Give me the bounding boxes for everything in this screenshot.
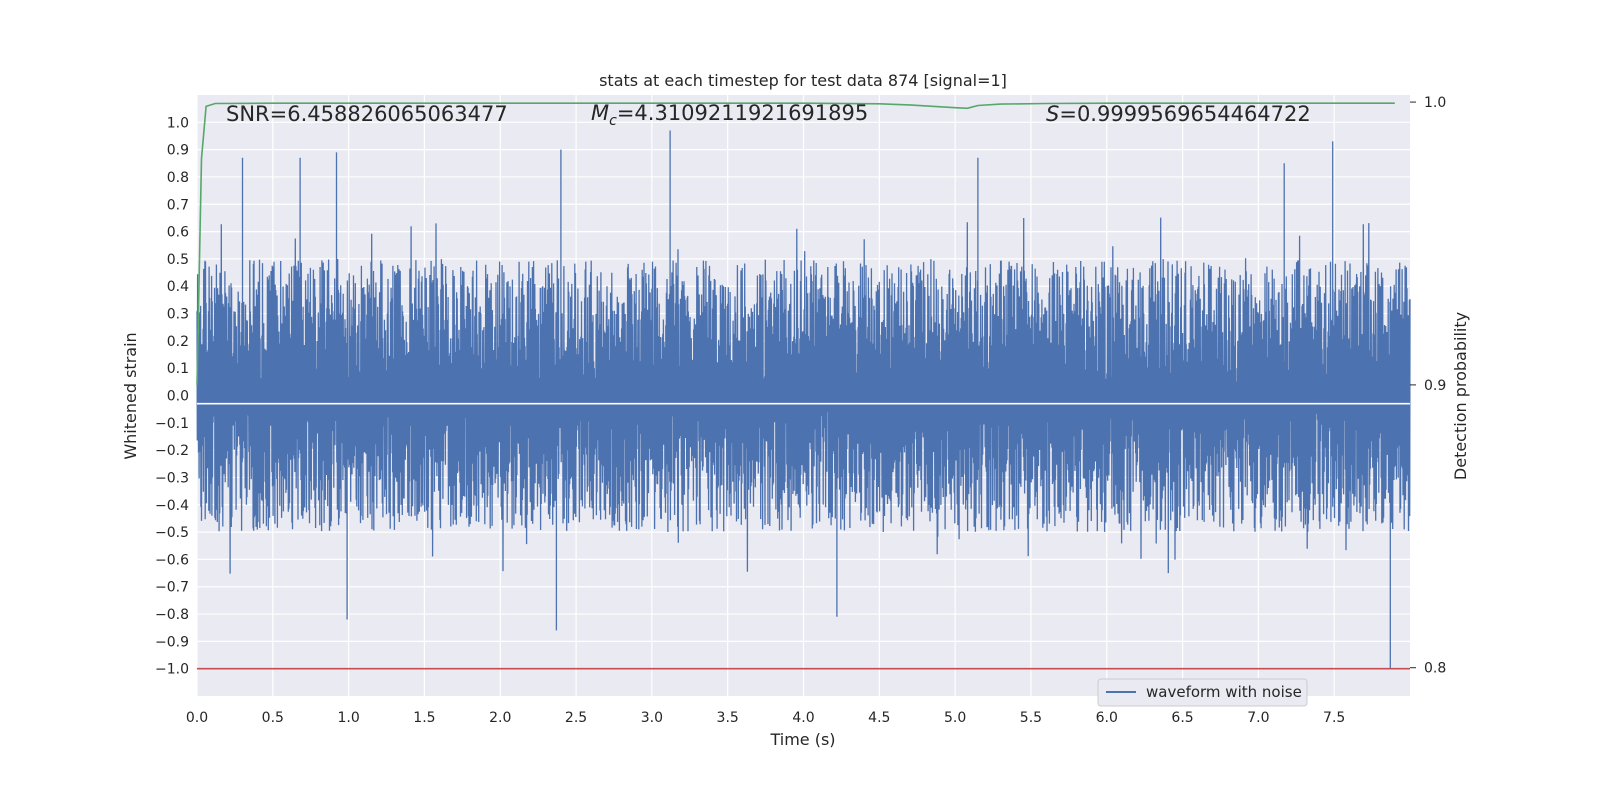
score-annotation: S=0.9999569654464722 (1046, 102, 1311, 126)
y-tick-label: 0.6 (167, 225, 189, 241)
y-tick-label: −0.2 (155, 443, 189, 459)
x-tick-label: 1.0 (337, 710, 359, 726)
x-axis-ticks: 0.0 0.5 1.0 1.5 2.0 2.5 3.0 3.5 4.0 4.5 5.0 5.5 6.0 6… (186, 710, 1345, 726)
y-axis-label: Whitened strain (121, 332, 140, 459)
x-tick-label: 3.5 (717, 710, 739, 726)
y2-tick-label: 1.0 (1424, 95, 1446, 111)
series-detection-probability (196, 102, 1395, 385)
y-tick-label: −0.7 (155, 580, 189, 596)
y-tick-label: 0.3 (167, 307, 189, 323)
chirp-mass-value: =4.3109211921691895 (617, 101, 868, 125)
series-layer (196, 102, 1411, 670)
y-tick-label: 0.4 (167, 279, 189, 295)
y-tick-label: 0.2 (167, 334, 189, 350)
y-tick-label: −0.5 (155, 525, 189, 541)
y-tick-label: 0.7 (167, 197, 189, 213)
chirp-mass-annotation: Mc=4.3109211921691895 (591, 101, 868, 129)
x-tick-label: 7.5 (1323, 710, 1345, 726)
y2-tick-label: 0.8 (1424, 661, 1446, 677)
x-tick-label: 4.5 (868, 710, 890, 726)
y-tick-label: 0.8 (167, 170, 189, 186)
y-tick-label: −0.1 (155, 416, 189, 432)
y2-axis-label: Detection probability (1451, 312, 1470, 480)
y-tick-label: 0.0 (167, 389, 189, 405)
score-symbol: S (1046, 102, 1059, 126)
y-tick-label: 1.0 (167, 115, 189, 131)
x-tick-label: 6.0 (1096, 710, 1118, 726)
chart-title: stats at each timestep for test data 874… (599, 71, 1007, 90)
y-tick-label: −0.4 (155, 498, 189, 514)
y-axis-ticks: 1.0 0.9 0.8 0.7 0.6 0.5 0.4 0.3 0.2 0.1 0.0 −0.1 −0.… (155, 115, 189, 677)
x-tick-label: 5.0 (944, 710, 966, 726)
snr-annotation: SNR=6.458826065063477 (226, 102, 508, 126)
y-tick-label: 0.9 (167, 143, 189, 159)
x-tick-label: 2.5 (565, 710, 587, 726)
score-value: =0.9999569654464722 (1059, 102, 1310, 126)
legend-label: waveform with noise (1146, 683, 1302, 701)
x-tick-label: 0.5 (262, 710, 284, 726)
x-axis-label: Time (s) (769, 730, 835, 749)
x-tick-label: 4.0 (792, 710, 814, 726)
x-tick-label: 5.5 (1020, 710, 1042, 726)
y-tick-label: −0.3 (155, 470, 189, 486)
x-tick-label: 6.5 (1171, 710, 1193, 726)
y-tick-label: 0.1 (167, 361, 189, 377)
chirp-mass-symbol: M (591, 101, 609, 125)
legend: waveform with noise (1097, 678, 1308, 707)
legend-box (1097, 678, 1308, 707)
series-waveform-with-noise (196, 130, 1411, 669)
x-tick-label: 0.0 (186, 710, 208, 726)
x-tick-label: 2.0 (489, 710, 511, 726)
x-tick-label: 7.0 (1247, 710, 1269, 726)
y-tick-label: −0.6 (155, 552, 189, 568)
y2-axis-ticks: 1.0 0.9 0.8 (1410, 95, 1446, 677)
x-tick-label: 1.5 (413, 710, 435, 726)
y-tick-label: −1.0 (155, 662, 189, 678)
y-tick-label: −0.9 (155, 634, 189, 650)
y-tick-label: 0.5 (167, 252, 189, 268)
x-tick-label: 3.0 (641, 710, 663, 726)
y2-tick-label: 0.9 (1424, 378, 1446, 394)
chirp-mass-subscript: c (609, 113, 617, 129)
y-tick-label: −0.8 (155, 607, 189, 623)
